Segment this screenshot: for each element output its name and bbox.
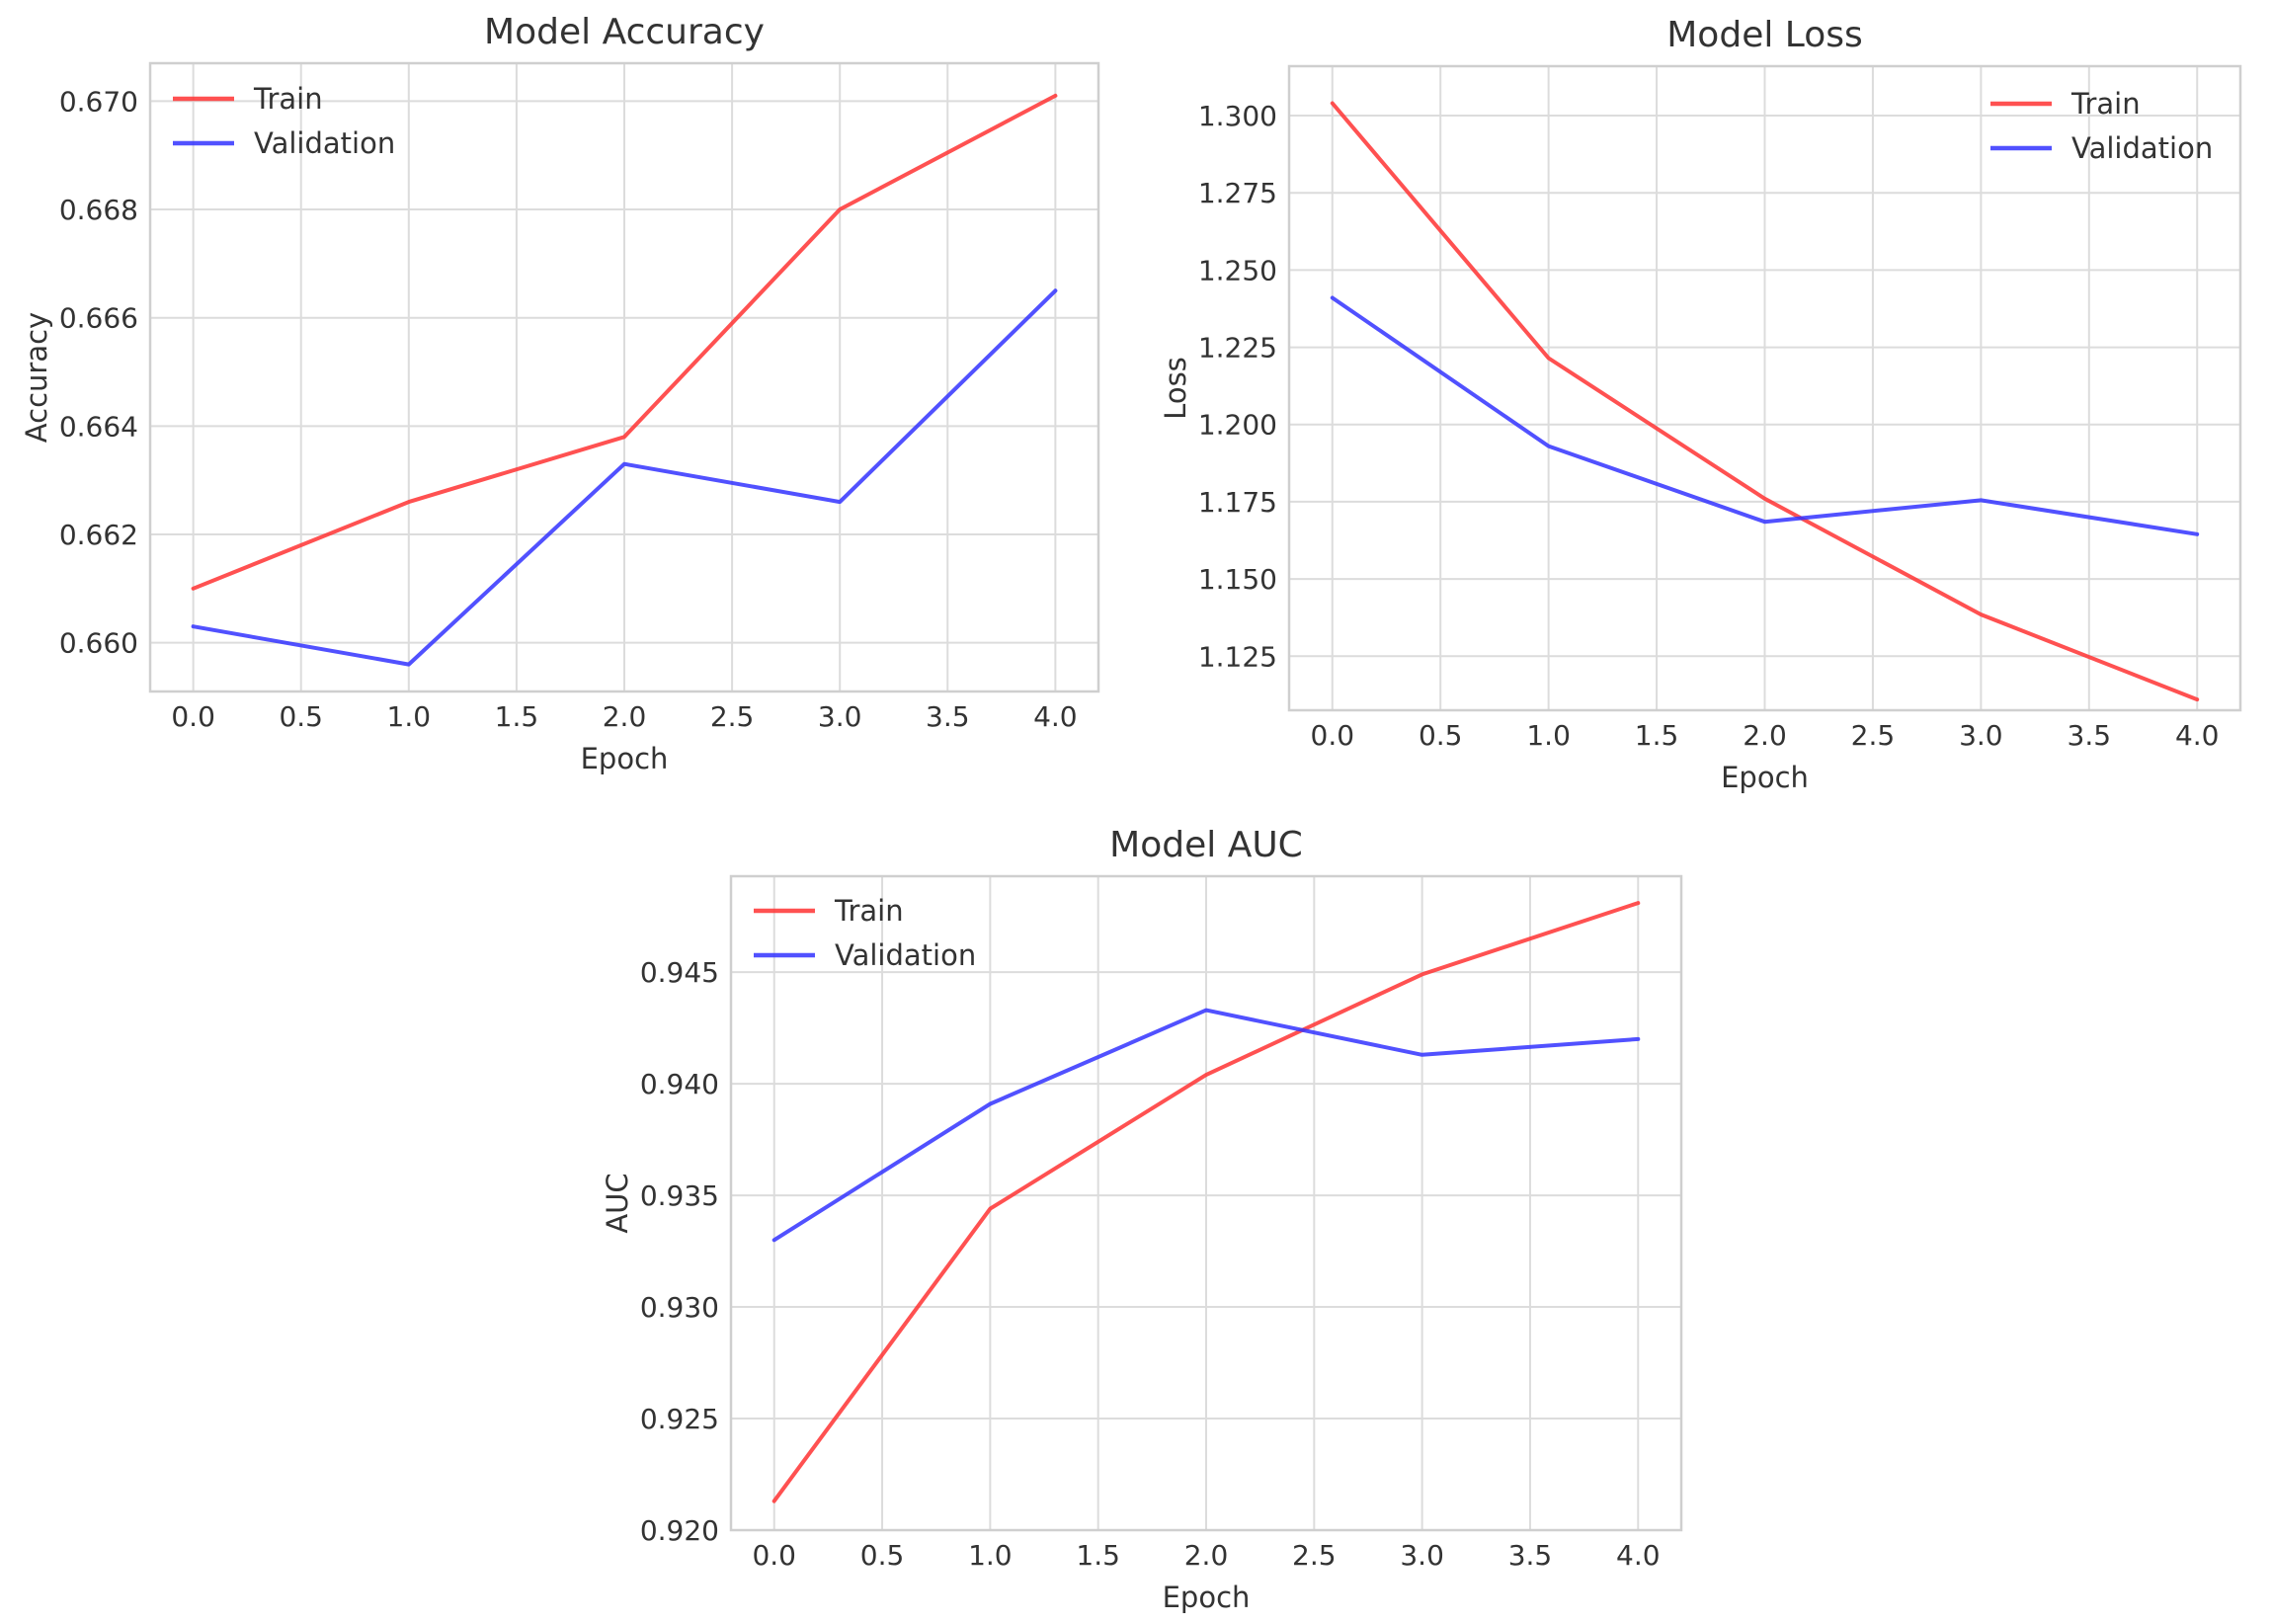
x-tick-label: 1.0 bbox=[968, 1539, 1013, 1572]
x-tick-label: 2.5 bbox=[1292, 1539, 1337, 1572]
legend-label: Train bbox=[834, 894, 904, 928]
y-tick-label: 0.930 bbox=[640, 1291, 719, 1324]
x-tick-label: 1.5 bbox=[1076, 1539, 1120, 1572]
x-tick-label: 0.5 bbox=[860, 1539, 905, 1572]
x-tick-label: 0.0 bbox=[752, 1539, 796, 1572]
x-tick-label: 3.0 bbox=[818, 700, 862, 733]
series-line-train bbox=[1330, 101, 2200, 702]
plot-frame bbox=[729, 874, 1683, 1532]
x-tick-label: 2.5 bbox=[710, 700, 755, 733]
y-tick-label: 0.920 bbox=[640, 1514, 719, 1547]
y-tick-label: 1.150 bbox=[1198, 563, 1277, 596]
x-axis-label: Epoch bbox=[1163, 1581, 1251, 1614]
chart-title: Model Loss bbox=[1666, 15, 1863, 55]
y-tick-label: 0.935 bbox=[640, 1179, 719, 1212]
legend-label: Validation bbox=[835, 938, 976, 972]
x-tick-label: 4.0 bbox=[1033, 700, 1078, 733]
legend-label: Train bbox=[253, 82, 323, 116]
series-line-validation bbox=[191, 288, 1058, 667]
y-tick-label: 0.925 bbox=[640, 1403, 719, 1435]
y-tick-label: 1.250 bbox=[1198, 254, 1277, 286]
legend-label: Validation bbox=[2071, 131, 2213, 165]
x-tick-label: 0.0 bbox=[171, 700, 215, 733]
x-tick-label: 0.0 bbox=[1311, 719, 1355, 752]
x-tick-label: 1.0 bbox=[1526, 719, 1571, 752]
y-tick-label: 1.275 bbox=[1198, 177, 1277, 209]
x-tick-label: 4.0 bbox=[1616, 1539, 1661, 1572]
y-tick-label: 0.940 bbox=[640, 1068, 719, 1100]
y-tick-label: 1.125 bbox=[1198, 640, 1277, 673]
y-tick-label: 1.225 bbox=[1198, 332, 1277, 365]
legend-label: Validation bbox=[254, 126, 395, 160]
x-tick-label: 2.0 bbox=[1743, 719, 1787, 752]
plot-frame bbox=[148, 61, 1100, 693]
legend: Train Validation bbox=[173, 82, 395, 160]
y-tick-label: 0.662 bbox=[59, 519, 138, 551]
y-axis-label: Accuracy bbox=[20, 312, 53, 443]
y-tick-label: 1.300 bbox=[1198, 100, 1277, 132]
y-tick-label: 1.175 bbox=[1198, 486, 1277, 519]
x-tick-label: 3.5 bbox=[1508, 1539, 1553, 1572]
chart-2: 0.0 0.5 1.0 1.5 2.0 2.5 3.0 3.5 4.0 1.125 1.150 1.1… bbox=[1159, 15, 2242, 794]
x-tick-label: 0.5 bbox=[279, 700, 323, 733]
y-axis-label: AUC bbox=[601, 1173, 634, 1233]
chart-3: 0.0 0.5 1.0 1.5 2.0 2.5 3.0 3.5 4.0 0.920 0.925 0.9… bbox=[601, 825, 1683, 1614]
x-axis-label: Epoch bbox=[581, 742, 669, 775]
y-tick-label: 0.670 bbox=[59, 85, 138, 118]
chart-title: Model Accuracy bbox=[484, 12, 765, 52]
series-line-validation bbox=[771, 1008, 1641, 1243]
x-tick-label: 1.5 bbox=[495, 700, 539, 733]
y-tick-label: 0.668 bbox=[59, 194, 138, 226]
series-line-train bbox=[191, 93, 1058, 591]
x-tick-label: 2.5 bbox=[1851, 719, 1896, 752]
y-tick-label: 0.660 bbox=[59, 627, 138, 660]
x-tick-label: 2.0 bbox=[1184, 1539, 1229, 1572]
y-tick-label: 0.945 bbox=[640, 956, 719, 989]
series-line-validation bbox=[1330, 295, 2200, 536]
x-tick-label: 3.0 bbox=[1400, 1539, 1444, 1572]
x-tick-label: 3.0 bbox=[1959, 719, 2003, 752]
legend: Train Validation bbox=[1990, 87, 2213, 165]
plot-frame bbox=[1287, 64, 2242, 712]
x-tick-label: 4.0 bbox=[2175, 719, 2220, 752]
x-tick-label: 3.5 bbox=[2068, 719, 2112, 752]
legend: Train Validation bbox=[754, 894, 976, 972]
x-axis-label: Epoch bbox=[1721, 761, 1809, 794]
chart-title: Model AUC bbox=[1109, 825, 1303, 865]
x-tick-label: 1.0 bbox=[387, 700, 432, 733]
x-tick-label: 0.5 bbox=[1419, 719, 1463, 752]
chart-1: 0.0 0.5 1.0 1.5 2.0 2.5 3.0 3.5 4.0 0.660 0.662 0.6… bbox=[20, 12, 1100, 775]
y-tick-label: 0.666 bbox=[59, 302, 138, 335]
y-tick-label: 1.200 bbox=[1198, 409, 1277, 442]
legend-label: Train bbox=[2070, 87, 2141, 121]
x-tick-label: 3.5 bbox=[926, 700, 970, 733]
y-axis-label: Loss bbox=[1159, 357, 1192, 420]
y-tick-label: 0.664 bbox=[59, 410, 138, 443]
x-tick-label: 1.5 bbox=[1635, 719, 1679, 752]
series-line-train bbox=[771, 901, 1641, 1503]
x-tick-label: 2.0 bbox=[603, 700, 647, 733]
